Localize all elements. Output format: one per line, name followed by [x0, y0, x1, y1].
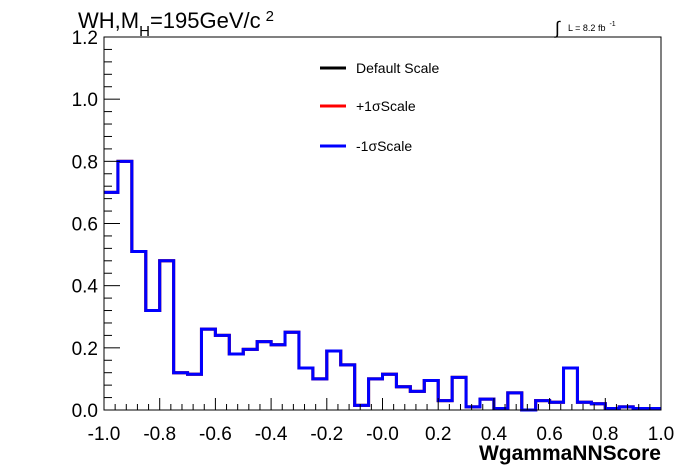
y-tick-label: 1.2 [72, 28, 98, 49]
lumi-superscript: -1 [609, 21, 615, 28]
chart-title-superscript: 2 [266, 8, 274, 25]
x-tick-label: 0.6 [536, 424, 562, 445]
x-tick-label: 0.8 [592, 424, 618, 445]
histogram-series-group [104, 159, 661, 412]
y-tick-label: 0.8 [72, 152, 98, 173]
y-tick-label: 1.0 [72, 90, 98, 111]
legend-label-default: Default Scale [356, 60, 439, 76]
y-tick-label: 0.4 [72, 277, 99, 298]
y-axis: 0.0 0.2 0.4 0.6 0.8 1.0 1.2 [72, 28, 120, 422]
y-tick-label: 0.0 [72, 401, 98, 422]
x-tick-label: -0.8 [143, 424, 176, 445]
lumi-label: L = 8.2 fb -1 [568, 21, 616, 33]
x-tick-label: 0.2 [425, 424, 451, 445]
x-tick-label: 1.0 [648, 424, 674, 445]
x-axis: -1.0 -0.8 -0.6 -0.4 -0.2 -0.0 0.2 0.4 0.6 0.8 1.0 [88, 398, 674, 445]
chart-title-subscript: H [139, 23, 150, 40]
x-tick-label: -0.4 [255, 424, 288, 445]
x-axis-label: WgammaNNScore [479, 442, 661, 465]
legend: Default Scale +1σScale -1σScale [320, 60, 439, 154]
x-tick-label: 0.4 [481, 424, 508, 445]
x-tick-label: -1.0 [88, 424, 121, 445]
x-tick-label: -0.6 [199, 424, 232, 445]
legend-label-plus-sigma: +1σScale [356, 98, 416, 114]
y-tick-label: 0.6 [72, 215, 98, 236]
lumi-integral-sign: ∫ [553, 18, 561, 38]
legend-label-minus-sigma: -1σScale [356, 138, 412, 154]
x-tick-label: -0.0 [366, 424, 399, 445]
x-tick-label: -0.2 [310, 424, 343, 445]
y-tick-label: 0.2 [72, 339, 98, 360]
chart-title: WH,MH=195GeV/c 2 [78, 8, 274, 40]
histogram-series-minus-sigma [104, 159, 661, 412]
